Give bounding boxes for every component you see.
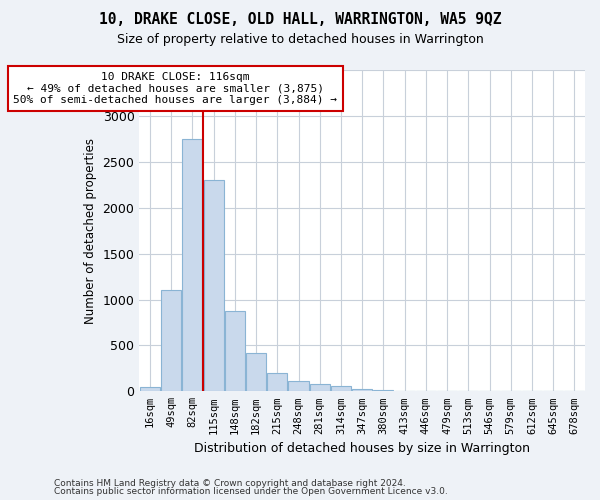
Text: 10, DRAKE CLOSE, OLD HALL, WARRINGTON, WA5 9QZ: 10, DRAKE CLOSE, OLD HALL, WARRINGTON, W… bbox=[99, 12, 501, 28]
Bar bbox=[310, 384, 330, 392]
Bar bbox=[161, 290, 181, 392]
Bar bbox=[246, 352, 266, 392]
Text: Size of property relative to detached houses in Warrington: Size of property relative to detached ho… bbox=[116, 32, 484, 46]
Y-axis label: Number of detached properties: Number of detached properties bbox=[84, 138, 97, 324]
Text: Contains HM Land Registry data © Crown copyright and database right 2024.: Contains HM Land Registry data © Crown c… bbox=[54, 478, 406, 488]
Bar bbox=[182, 139, 202, 392]
Bar bbox=[267, 373, 287, 392]
Bar bbox=[352, 389, 372, 392]
Bar bbox=[373, 390, 394, 392]
Text: 10 DRAKE CLOSE: 116sqm
← 49% of detached houses are smaller (3,875)
50% of semi-: 10 DRAKE CLOSE: 116sqm ← 49% of detached… bbox=[13, 72, 337, 105]
X-axis label: Distribution of detached houses by size in Warrington: Distribution of detached houses by size … bbox=[194, 442, 530, 455]
Bar bbox=[331, 386, 351, 392]
Bar bbox=[395, 390, 415, 392]
Bar bbox=[225, 310, 245, 392]
Bar bbox=[203, 180, 224, 392]
Bar bbox=[289, 381, 308, 392]
Bar bbox=[140, 386, 160, 392]
Text: Contains public sector information licensed under the Open Government Licence v3: Contains public sector information licen… bbox=[54, 487, 448, 496]
